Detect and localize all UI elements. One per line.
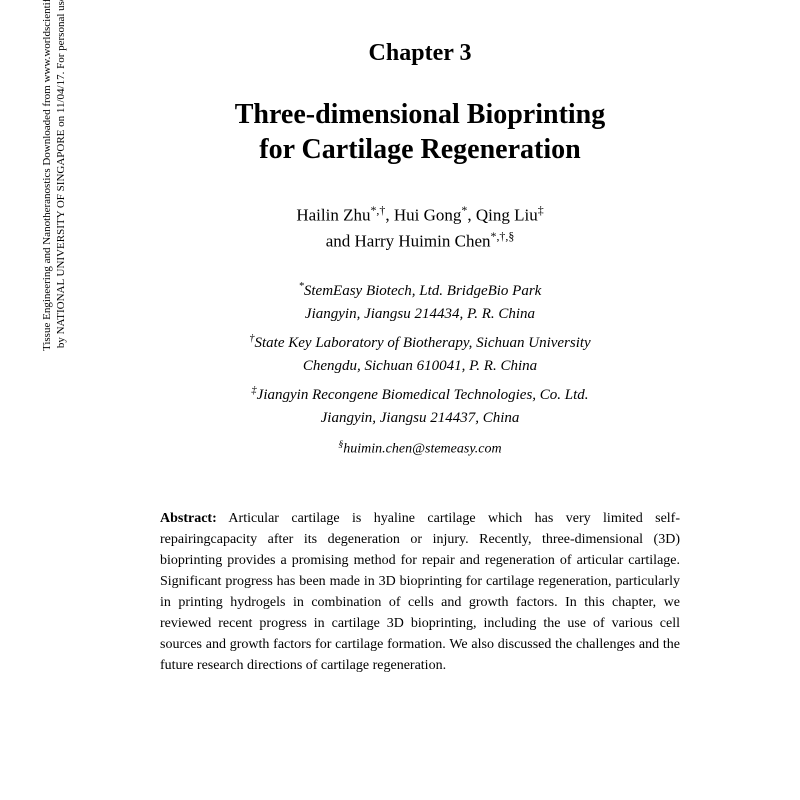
chapter-title: Three-dimensional Bioprinting for Cartil…: [120, 97, 720, 167]
download-attribution: Tissue Engineering and Nanotheranostics …: [40, 0, 69, 400]
title-line2: for Cartilage Regeneration: [259, 134, 580, 165]
email-address: huimin.chen@stemeasy.com: [343, 442, 501, 457]
aff1-line2: Jiangyin, Jiangsu 214434, P. R. China: [305, 306, 535, 322]
aff3-line2: Jiangyin, Jiangsu 214437, China: [321, 410, 520, 426]
affiliation-1: *StemEasy Biotech, Ltd. BridgeBio Park J…: [120, 279, 720, 325]
author-2: , Hui Gong: [385, 206, 461, 225]
author-3: , Qing Liu: [467, 206, 537, 225]
affiliation-3: ‡Jiangyin Recongene Biomedical Technolog…: [120, 383, 720, 429]
abstract-label: Abstract:: [160, 511, 217, 526]
author-1: Hailin Zhu: [296, 206, 370, 225]
aff3-line1: Jiangyin Recongene Biomedical Technologi…: [257, 387, 589, 403]
abstract: Abstract: Articular cartilage is hyaline…: [160, 508, 680, 676]
corresponding-email: §huimin.chen@stemeasy.com: [120, 439, 720, 458]
aff2-line1: State Key Laboratory of Biotherapy, Sich…: [255, 335, 591, 351]
aff1-line1: StemEasy Biotech, Ltd. BridgeBio Park: [304, 283, 541, 299]
aff2-line2: Chengdu, Sichuan 610041, P. R. China: [303, 358, 537, 374]
attribution-line1: Tissue Engineering and Nanotheranostics …: [41, 0, 53, 351]
author-4: and Harry Huimin Chen: [326, 232, 491, 251]
authors: Hailin Zhu*,†, Hui Gong*, Qing Liu‡ and …: [120, 202, 720, 254]
author-3-sup: ‡: [538, 203, 544, 217]
title-line1: Three-dimensional Bioprinting: [235, 99, 606, 130]
author-4-sup: *,†,§: [491, 229, 515, 243]
attribution-line2: by NATIONAL UNIVERSITY OF SINGAPORE on 1…: [55, 0, 67, 348]
abstract-text: Articular cartilage is hyaline cartilage…: [160, 511, 680, 673]
author-1-sup: *,†: [370, 203, 385, 217]
chapter-label: Chapter 3: [120, 40, 720, 67]
page-content: Chapter 3 Three-dimensional Bioprinting …: [120, 0, 720, 676]
affiliation-2: †State Key Laboratory of Biotherapy, Sic…: [120, 331, 720, 377]
